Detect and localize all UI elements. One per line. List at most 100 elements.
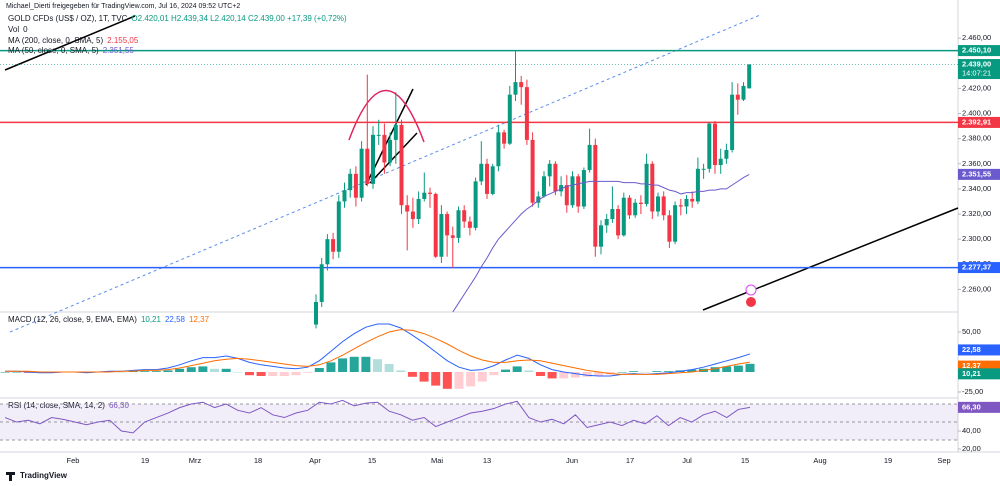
macd-histogram-bar xyxy=(629,371,639,372)
event-icon[interactable] xyxy=(745,284,757,296)
hist-badge-label: 10,21 xyxy=(962,369,981,378)
macd-histogram-bar xyxy=(442,372,452,389)
candle-body xyxy=(547,163,552,177)
candle-body xyxy=(416,198,421,220)
y-tick-label: 50,00 xyxy=(962,327,981,336)
macd-histogram-bar xyxy=(733,365,743,372)
signal-value: 12,37 xyxy=(189,315,210,324)
macd-histogram-bar xyxy=(291,372,301,376)
macd-histogram-bar xyxy=(233,372,243,373)
ma50-badge-label: 2.351,55 xyxy=(962,169,991,178)
candle-body xyxy=(445,214,450,236)
y-tick-label: 2.260,00 xyxy=(962,284,991,293)
x-tick-label: 13 xyxy=(483,456,491,465)
macd-histogram-bar xyxy=(140,371,150,372)
channel-line xyxy=(369,132,418,184)
candle-body xyxy=(319,264,324,302)
candle-body xyxy=(593,144,598,247)
arc-drawing xyxy=(348,89,425,143)
macd-histogram-bar xyxy=(326,362,336,372)
rsi-line xyxy=(4,399,751,434)
volume-name: Vol xyxy=(8,25,19,34)
ma50-line xyxy=(452,173,750,313)
trendline xyxy=(4,15,136,71)
level-badge-label: 2.277,37 xyxy=(962,263,991,272)
candle-body xyxy=(496,132,501,167)
y-tick-label: 2.360,00 xyxy=(962,159,991,168)
level-badge-label: 2.392,91 xyxy=(962,117,991,126)
candle-body xyxy=(331,239,336,252)
macd-histogram-bar xyxy=(221,368,231,372)
macd-histogram-bar xyxy=(279,372,289,376)
macd-histogram-bar xyxy=(407,372,417,377)
candle-body xyxy=(724,149,729,159)
macd-histogram-bar xyxy=(256,372,266,376)
macd-histogram-bar xyxy=(186,367,196,372)
candle-body xyxy=(656,196,660,212)
candle-body xyxy=(718,158,723,166)
hist-badge xyxy=(958,368,1000,380)
macd-hist-value: 10,21 xyxy=(141,315,162,324)
macd-histogram-bar xyxy=(570,372,580,378)
y-tick-label: 2.300,00 xyxy=(962,234,991,243)
legend-row: Vol 0 xyxy=(8,25,28,34)
macd-histogram-bar xyxy=(431,372,441,386)
x-tick-label: 15 xyxy=(741,456,749,465)
ma50-value: 2.351,55 xyxy=(103,46,135,55)
legend-row: MA (50, close, 0, SMA, 5) 2.351,55 xyxy=(8,46,134,55)
header: Michael_Dierti freigegeben für TradingVi… xyxy=(6,3,240,10)
rsi-value: 66,30 xyxy=(109,401,130,410)
candle-body xyxy=(336,201,341,252)
legend-row: MACD (12, 26, close, 9, EMA, EMA) 10,21 22… xyxy=(8,315,210,324)
candle-body xyxy=(348,173,353,191)
trendline xyxy=(702,207,959,311)
macd-histogram-bar xyxy=(687,369,697,372)
candle-body xyxy=(365,148,370,184)
candle-body xyxy=(519,82,524,88)
event-flag[interactable] xyxy=(746,297,756,307)
candle-body xyxy=(730,94,735,150)
x-tick-label: Mai xyxy=(431,456,443,465)
candle-body xyxy=(599,225,603,247)
candle-body xyxy=(610,208,615,220)
candle-body xyxy=(650,163,655,212)
rsi-badge xyxy=(958,401,1000,413)
macd-histogram-bar xyxy=(361,356,371,372)
x-tick-label: 19 xyxy=(141,456,149,465)
level-badge xyxy=(958,45,1000,57)
y-tick-label: 2.380,00 xyxy=(962,134,991,143)
macd-histogram-bar xyxy=(466,372,476,387)
y-tick-label: -25,00 xyxy=(962,387,983,396)
legend-row: GOLD CFDs (US$ / OZ), 1T, TVC O2.420,01 H… xyxy=(8,14,347,23)
candle-body xyxy=(393,124,398,140)
candle-body xyxy=(638,202,643,204)
macd-histogram-bar xyxy=(454,372,464,389)
macd-histogram-bar xyxy=(594,372,604,376)
trendline xyxy=(9,14,761,333)
candle-body xyxy=(621,197,626,236)
candle-body xyxy=(490,166,495,194)
candle-body xyxy=(462,210,467,222)
macd-histogram-bar xyxy=(582,372,592,377)
candle-body xyxy=(576,176,581,207)
macd-histogram-bar xyxy=(384,364,394,372)
x-tick-label: Jun xyxy=(566,456,578,465)
candle-body xyxy=(661,196,666,216)
candle-body xyxy=(627,197,632,216)
candle-body xyxy=(376,134,381,136)
ohlc: O2.420,01 H2.439,34 L2.420,14 C2.439,00 … xyxy=(131,14,347,23)
macd-histogram-bar xyxy=(710,367,720,372)
x-tick-label: Apr xyxy=(309,456,321,465)
legend-row: MA (200, close, 0, SMA, 5) 2.155,05 xyxy=(8,36,139,45)
candle-body xyxy=(479,163,484,182)
candle-body xyxy=(667,215,672,242)
macd-histogram-bar xyxy=(373,359,382,372)
candle-body xyxy=(353,173,358,198)
macd-histogram-bar xyxy=(151,371,161,372)
macd-histogram-bar xyxy=(722,366,732,372)
candle-body xyxy=(502,132,507,144)
candle-body xyxy=(690,198,695,202)
macd-value: 22,58 xyxy=(165,315,186,324)
candle-body xyxy=(741,85,746,100)
